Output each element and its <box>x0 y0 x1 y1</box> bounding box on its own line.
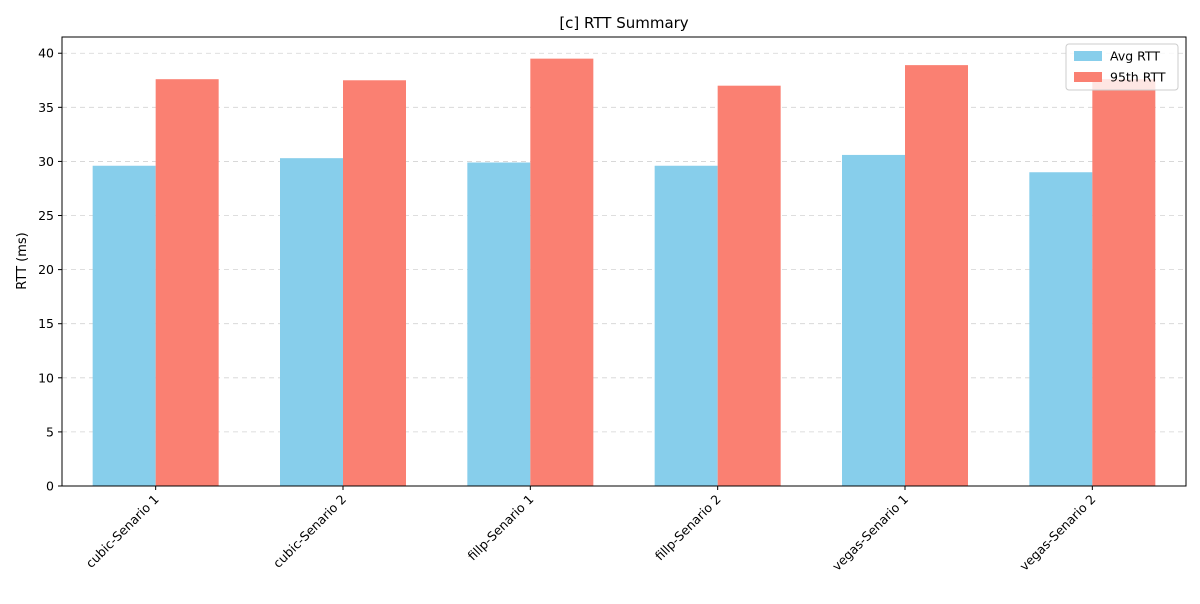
y-tick-label: 5 <box>46 424 54 439</box>
bar-95th-rtt <box>905 65 968 486</box>
bar-95th-rtt <box>717 85 781 487</box>
legend-swatch <box>1074 72 1102 82</box>
bar-95th-rtt <box>1092 79 1156 486</box>
y-axis: 0 5 10 15 20 25 30 35 40 <box>38 46 62 494</box>
y-tick-label: 30 <box>38 154 54 169</box>
legend: Avg RTT 95th RTT <box>1065 43 1179 91</box>
bars <box>92 58 1156 487</box>
y-tick-label: 20 <box>38 262 54 277</box>
y-tick-label: 15 <box>38 316 54 331</box>
x-tick-label: cubic-Senario 2 <box>270 492 349 571</box>
bar-avg-rtt <box>92 165 156 487</box>
y-tick-label: 25 <box>38 208 54 223</box>
y-axis-label: RTT (ms) <box>15 232 30 289</box>
plot-frame <box>61 36 1187 487</box>
grid-lines <box>62 52 1186 433</box>
x-tick-label: fillp-Senario 1 <box>465 492 537 564</box>
legend-label: 95th RTT <box>1110 70 1166 85</box>
x-tick-label: cubic-Senario 1 <box>83 492 162 571</box>
bar-95th-rtt <box>155 79 219 486</box>
x-tick-label: fillp-Senario 2 <box>652 492 724 564</box>
bar-avg-rtt <box>467 162 531 487</box>
x-axis: cubic-Senario 1 cubic-Senario 2 fillp-Sena… <box>83 486 1098 574</box>
bar-avg-rtt <box>842 154 905 486</box>
bar-avg-rtt <box>1029 172 1093 486</box>
y-tick-label: 40 <box>38 46 54 61</box>
bar-95th-rtt <box>343 80 406 487</box>
bar-avg-rtt <box>654 165 718 487</box>
y-tick-label: 0 <box>46 479 54 494</box>
bar-95th-rtt <box>530 58 594 487</box>
y-tick-label: 35 <box>38 100 54 115</box>
x-tick-label: vegas-Senario 2 <box>1016 492 1098 574</box>
y-tick-label: 10 <box>38 370 54 385</box>
bar-avg-rtt <box>280 158 343 486</box>
legend-swatch <box>1074 51 1102 61</box>
x-tick-label: vegas-Senario 1 <box>829 492 911 574</box>
chart-title: [c] RTT Summary <box>559 14 688 32</box>
legend-label: Avg RTT <box>1110 49 1160 64</box>
